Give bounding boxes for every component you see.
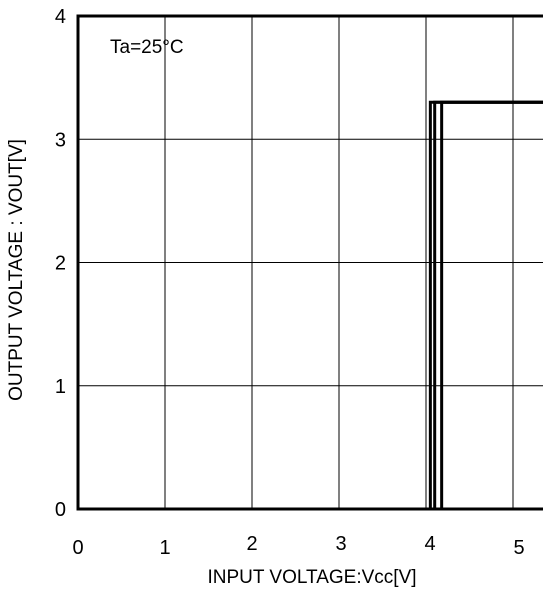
series-lines <box>78 100 543 511</box>
temperature-annotation: Ta=25°C <box>110 37 184 58</box>
y-tick-labels: 0 1 2 3 4 <box>55 6 66 521</box>
x-tick-label: 0 <box>72 537 83 559</box>
series-line-3 <box>78 100 543 511</box>
series-line-2 <box>78 100 543 511</box>
grid-lines <box>78 16 543 509</box>
x-tick-label: 1 <box>159 537 170 559</box>
y-tick-label: 3 <box>55 129 66 151</box>
y-tick-label: 4 <box>55 6 66 28</box>
x-tick-labels: 0 1 2 3 4 5 <box>72 533 524 559</box>
x-tick-label: 5 <box>513 537 524 559</box>
plot-frame <box>76 14 543 511</box>
y-tick-label: 0 <box>55 499 66 521</box>
y-tick-label: 2 <box>55 253 66 275</box>
x-tick-label: 2 <box>246 533 257 555</box>
series-line-1 <box>78 100 543 511</box>
x-axis-label: INPUT VOLTAGE:Vcc[V] <box>207 567 416 588</box>
x-tick-label: 4 <box>424 533 435 555</box>
y-tick-label: 1 <box>55 376 66 398</box>
y-axis-label: OUTPUT VOLTAGE : VOUT[V] <box>6 139 27 401</box>
x-tick-label: 3 <box>335 533 346 555</box>
